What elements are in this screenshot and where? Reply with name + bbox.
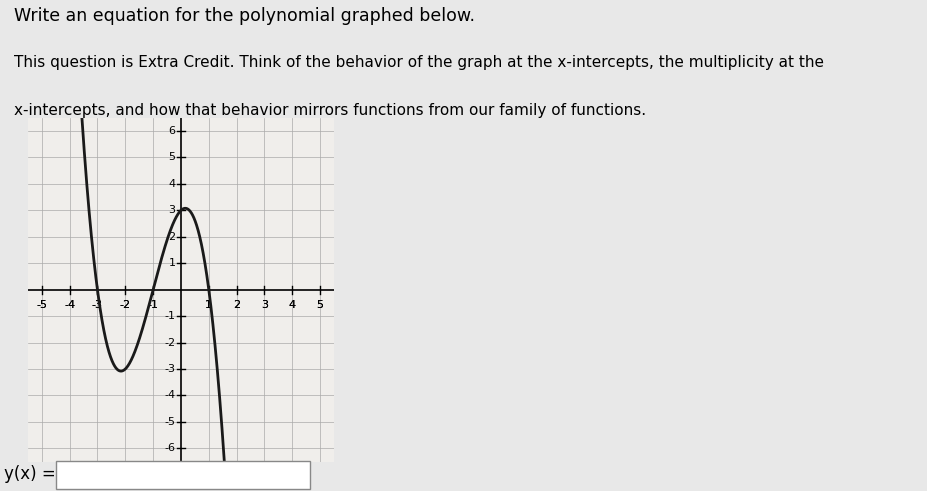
Text: This question is Extra Credit. Think of the behavior of the graph at the x-inter: This question is Extra Credit. Think of … (14, 55, 823, 70)
Text: 4: 4 (288, 300, 296, 310)
Text: -1: -1 (147, 300, 159, 310)
Text: 1: 1 (205, 300, 212, 310)
Text: -3: -3 (92, 300, 103, 310)
Text: 3: 3 (168, 205, 175, 216)
Text: -6: -6 (164, 443, 175, 453)
Text: 2: 2 (233, 300, 240, 310)
Text: x-intercepts, and how that behavior mirrors functions from our family of functio: x-intercepts, and how that behavior mirr… (14, 103, 645, 118)
Text: 2: 2 (233, 300, 240, 310)
Text: -2: -2 (120, 300, 131, 310)
Text: -3: -3 (92, 300, 103, 310)
Text: -3: -3 (164, 364, 175, 374)
Text: -4: -4 (64, 300, 75, 310)
Text: 4: 4 (168, 179, 175, 189)
Text: -2: -2 (120, 300, 131, 310)
Text: -2: -2 (164, 338, 175, 348)
Text: 5: 5 (316, 300, 324, 310)
Text: Write an equation for the polynomial graphed below.: Write an equation for the polynomial gra… (14, 7, 475, 25)
Text: 1: 1 (168, 258, 175, 268)
Text: -4: -4 (64, 300, 75, 310)
Text: 4: 4 (288, 300, 296, 310)
Text: -1: -1 (147, 300, 159, 310)
Text: -5: -5 (36, 300, 47, 310)
Text: -5: -5 (164, 417, 175, 427)
Text: 3: 3 (260, 300, 268, 310)
Text: 2: 2 (168, 232, 175, 242)
Text: 1: 1 (205, 300, 212, 310)
Text: 6: 6 (168, 126, 175, 136)
Text: 5: 5 (316, 300, 324, 310)
Text: 3: 3 (260, 300, 268, 310)
FancyBboxPatch shape (56, 461, 310, 489)
Text: -1: -1 (164, 311, 175, 321)
Text: -4: -4 (164, 390, 175, 401)
Text: -5: -5 (36, 300, 47, 310)
Text: y(x) =: y(x) = (5, 465, 56, 483)
Text: 5: 5 (168, 153, 175, 163)
